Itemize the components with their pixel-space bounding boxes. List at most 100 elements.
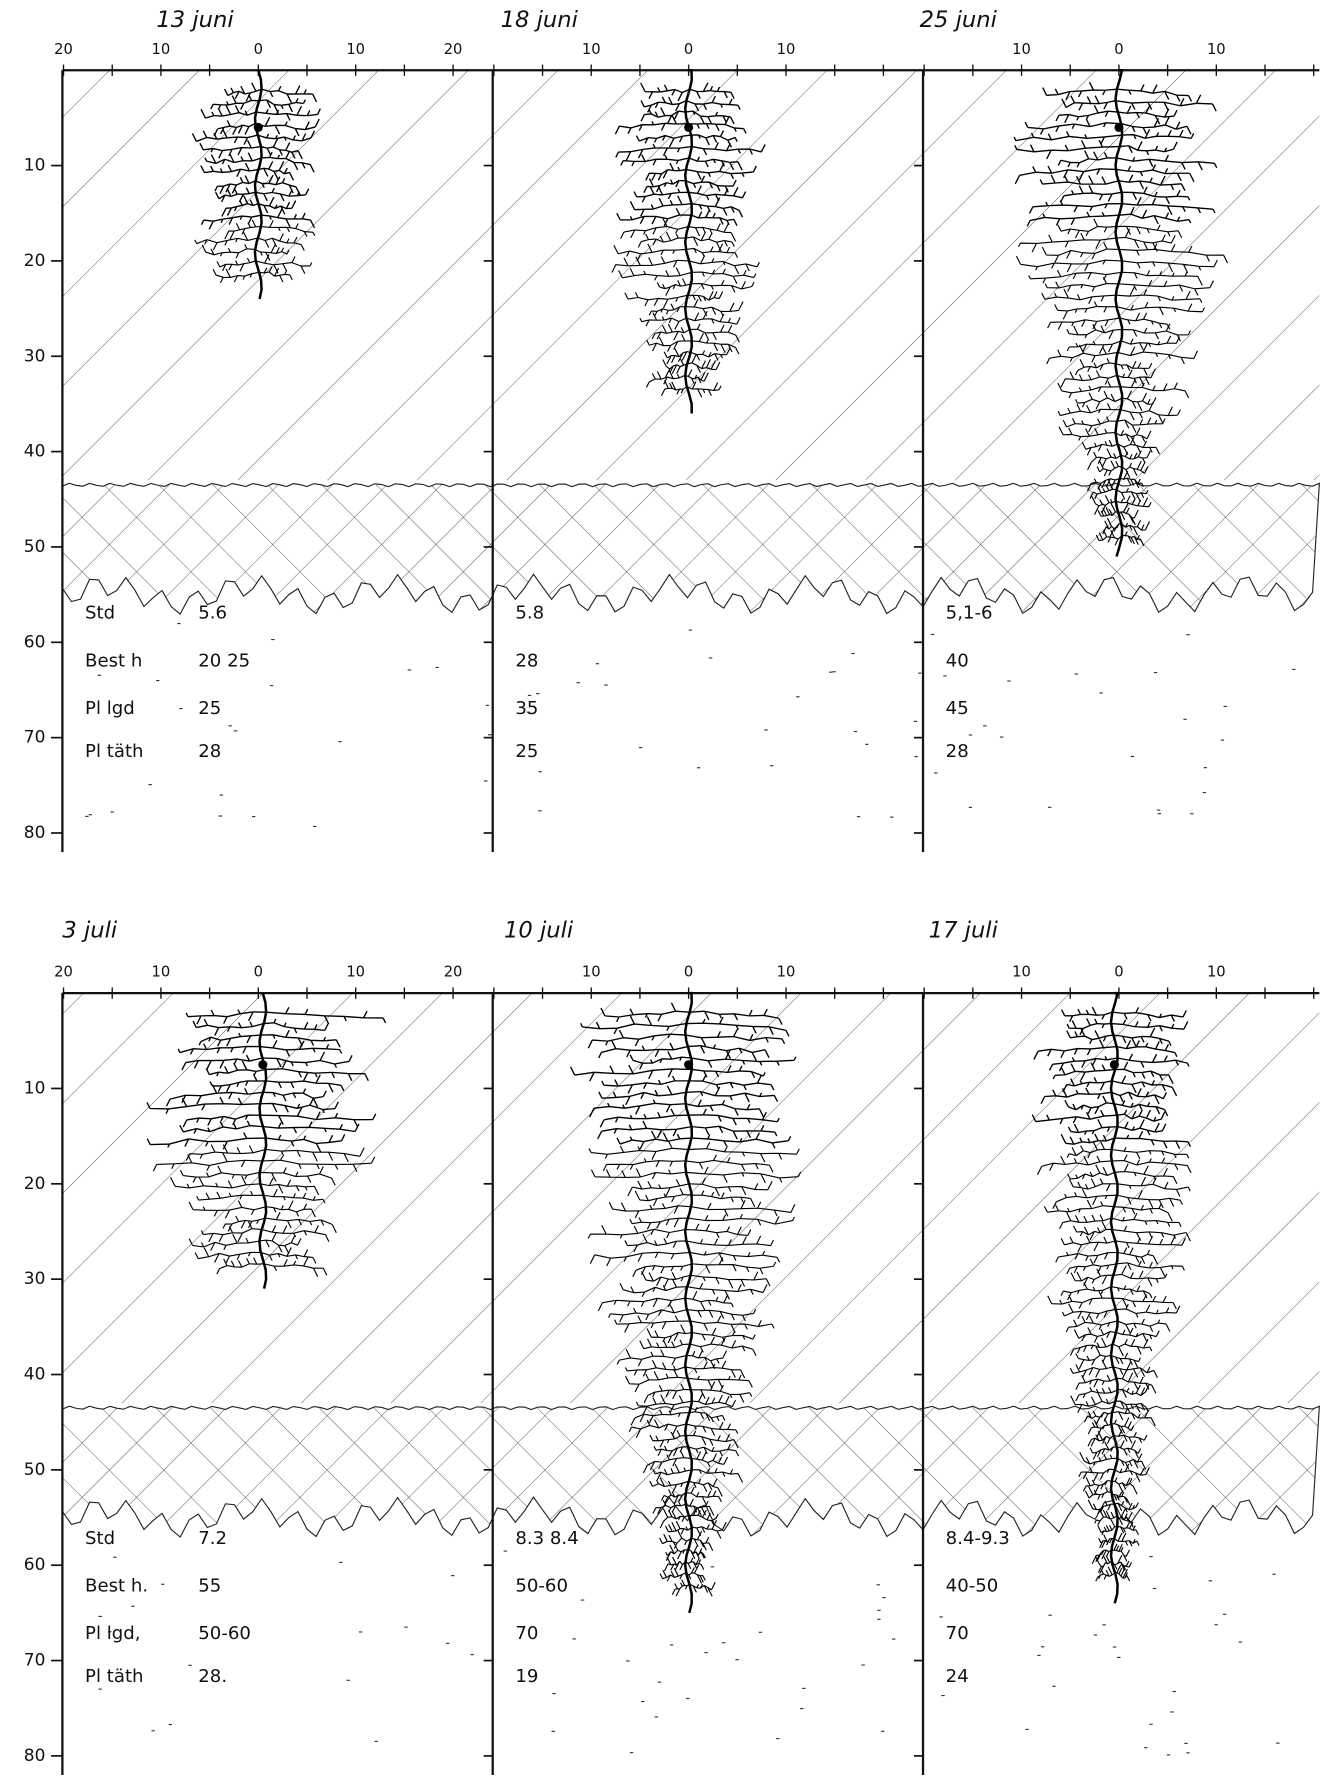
root-branch	[691, 1392, 737, 1408]
root-branch	[255, 105, 321, 121]
root-branch	[1046, 344, 1118, 365]
root-branch	[1114, 1500, 1139, 1513]
root-branch	[1059, 1211, 1112, 1230]
root-branch	[1113, 1100, 1169, 1117]
note-value: 8.4-9.3	[946, 1528, 1010, 1549]
root-branch	[263, 1018, 329, 1034]
root-branch	[1115, 1061, 1174, 1085]
note-value: 5.6	[198, 603, 227, 624]
root-branch	[265, 1147, 365, 1163]
root-branch	[598, 1085, 687, 1106]
root-branch	[659, 1508, 689, 1529]
root-branch	[689, 1406, 726, 1423]
root-branch	[629, 195, 692, 217]
root-branch	[1112, 1338, 1153, 1357]
root-branch	[260, 220, 316, 237]
root-branch	[1115, 286, 1203, 303]
root-branch	[690, 1271, 771, 1289]
root-branch	[185, 1144, 266, 1161]
root-branch	[1028, 200, 1122, 214]
y-tick-label: 30	[24, 1269, 46, 1289]
root-branch	[266, 1006, 387, 1025]
root-branch	[597, 1297, 686, 1312]
root-branch	[689, 1336, 757, 1356]
root-branch	[687, 1213, 795, 1226]
root-branch	[1116, 301, 1205, 316]
root-branch	[691, 1124, 778, 1140]
root-branch	[1069, 1337, 1113, 1356]
x-tick-label: 0	[1114, 41, 1123, 58]
root-branch	[1122, 390, 1157, 411]
root-branch	[1118, 280, 1214, 296]
root-branch	[262, 1121, 360, 1134]
root-branch	[689, 1581, 716, 1597]
root-branch	[646, 334, 693, 352]
root-branch	[259, 1232, 302, 1255]
root-branch	[1089, 480, 1117, 500]
root-branch	[1121, 116, 1192, 135]
root-branch	[590, 1168, 686, 1180]
root-branch	[685, 110, 735, 125]
root-branch	[659, 1567, 687, 1582]
panel-date: 17 juli	[929, 917, 999, 943]
root-branch	[263, 1188, 326, 1204]
x-tick-label: 10	[152, 964, 171, 981]
root-branch	[1112, 1294, 1177, 1310]
root-branch	[619, 1278, 688, 1297]
root-branch	[1119, 243, 1229, 264]
root-branch	[686, 1349, 728, 1370]
root-branch	[1065, 1315, 1118, 1333]
root-branch	[212, 268, 260, 284]
root-branch	[685, 1557, 705, 1570]
root-branch	[1089, 1441, 1118, 1460]
root-branch	[213, 120, 256, 137]
subsoil-outline	[61, 482, 1320, 615]
x-tick-label: 0	[684, 41, 693, 58]
root-branch	[691, 1519, 727, 1539]
root-branch	[615, 143, 692, 161]
root-branch	[1048, 1056, 1118, 1072]
root-branch	[1066, 340, 1122, 354]
x-tick-label: 10	[1207, 964, 1226, 981]
root-branch	[1096, 460, 1123, 477]
root-branch	[224, 219, 262, 240]
root-branch	[259, 97, 307, 114]
root-branch	[597, 1120, 692, 1140]
root-branch	[632, 1263, 693, 1278]
note-value: 28	[946, 741, 969, 762]
root-branch	[651, 323, 691, 341]
root-branch	[260, 1177, 320, 1196]
y-tick-label: 40	[24, 1365, 46, 1385]
root-branch	[600, 1002, 690, 1023]
root-branch	[260, 1247, 317, 1264]
y-tick-label: 50	[24, 537, 46, 557]
root-branch	[259, 1166, 336, 1186]
panel-date: 10 juli	[504, 917, 574, 943]
root-branch	[616, 1130, 692, 1150]
root-branch	[649, 1477, 689, 1494]
root-branch	[261, 151, 315, 173]
root-branch	[640, 107, 686, 124]
root-branch	[261, 208, 316, 229]
root-branch	[265, 1060, 369, 1082]
root-branch	[691, 268, 757, 285]
root-branch	[260, 1029, 341, 1048]
root-branch	[191, 129, 258, 145]
root-branch	[1097, 502, 1119, 517]
root-branch	[689, 1008, 783, 1025]
root-branch	[1111, 1417, 1135, 1434]
root-branch	[616, 1348, 687, 1367]
root-branch	[685, 1486, 722, 1504]
root-branch	[1068, 1178, 1118, 1192]
root-branch	[691, 197, 744, 218]
root-branch	[691, 1132, 792, 1149]
root-branch	[1044, 276, 1119, 292]
root-branch	[589, 1251, 690, 1267]
note-value: 5,1-6	[946, 603, 993, 624]
root-branch	[1110, 1285, 1153, 1299]
root-branch	[1014, 139, 1120, 160]
root-branch	[255, 174, 301, 196]
panel-date: 13 juni	[156, 7, 234, 33]
y-tick-label: 60	[24, 1555, 46, 1575]
